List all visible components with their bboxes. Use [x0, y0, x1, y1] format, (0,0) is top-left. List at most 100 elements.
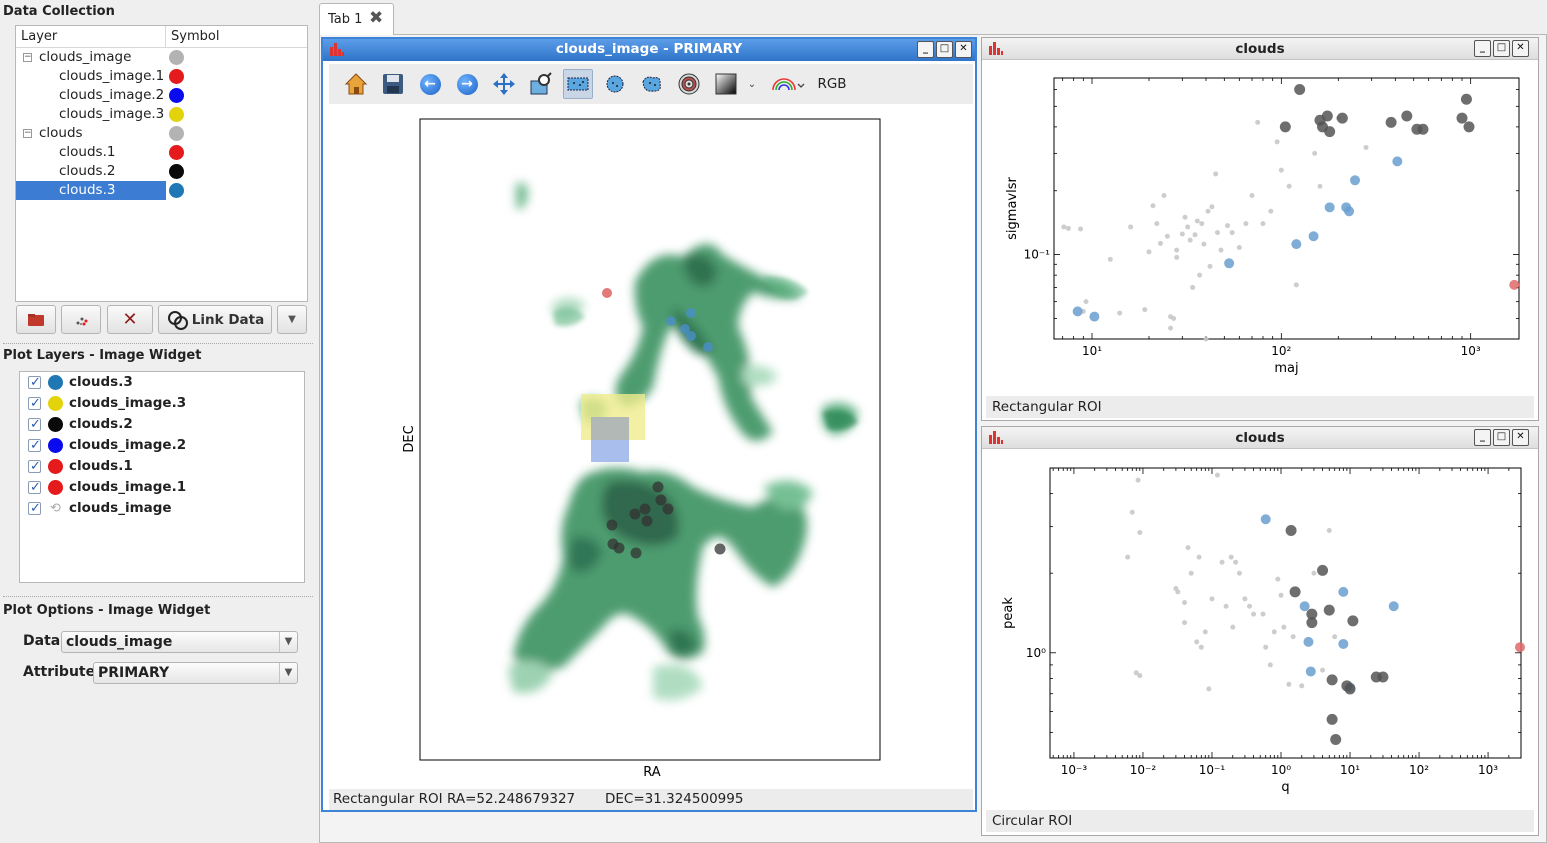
scatter-window-1[interactable]: clouds _ □ ✕ 10¹ 10² 10³ 10⁻¹ maj sigmavlsr R… — [981, 37, 1539, 421]
scatter1-point — [1201, 241, 1207, 247]
attribute-select-value: PRIMARY — [98, 665, 170, 681]
rectangle-roi-icon — [567, 77, 589, 91]
forward-button[interactable]: → — [452, 69, 482, 99]
layer-visibility-checkbox[interactable] — [28, 498, 41, 519]
colormap-dropdown[interactable]: ⌄ — [742, 69, 762, 99]
more-options-button[interactable]: ▼ — [277, 305, 307, 334]
rgb-mode-button[interactable] — [769, 69, 809, 99]
scatter-2-titlebar[interactable]: clouds _ □ ✕ — [982, 427, 1538, 449]
histogram-app-icon — [330, 43, 344, 56]
save-button[interactable] — [378, 69, 408, 99]
polygon-roi-button[interactable] — [637, 69, 667, 99]
close-button[interactable]: ✕ — [1512, 429, 1529, 446]
symbol-swatch[interactable] — [169, 164, 184, 179]
scatter1-point — [1065, 225, 1071, 231]
symbol-swatch[interactable] — [169, 88, 184, 103]
symbol-swatch[interactable] — [169, 50, 184, 65]
scatter2-point — [1267, 662, 1273, 668]
close-button[interactable]: ✕ — [955, 41, 972, 58]
contour-button[interactable] — [674, 69, 704, 99]
link-data-button[interactable]: Link Data — [158, 305, 272, 334]
home-button[interactable] — [341, 69, 371, 99]
symbol-swatch[interactable] — [169, 69, 184, 84]
data-collection-tree[interactable]: Layer Symbol − clouds_image clouds_image.1… — [15, 25, 308, 302]
data-collection-item[interactable]: clouds_image.2 — [16, 86, 307, 105]
scatter2-point — [1137, 673, 1143, 679]
scatter2-y-tick-label: 10⁰ — [1026, 646, 1046, 660]
data-collection-item-label: clouds.1 — [59, 144, 116, 160]
data-collection-item[interactable]: − clouds_image — [16, 48, 307, 67]
plot-layer-item[interactable]: clouds.3 — [20, 372, 304, 393]
data-collection-item[interactable]: clouds.3 — [16, 181, 307, 200]
layer-visibility-checkbox[interactable] — [28, 414, 41, 435]
attribute-select[interactable]: PRIMARY ▼ — [93, 662, 298, 684]
circle-roi-button[interactable] — [600, 69, 630, 99]
scatter-plot-2[interactable]: 10⁻³ 10⁻² 10⁻¹ 10⁰ 10¹ 10² 10³ 10⁰ q peak — [982, 450, 1538, 810]
scatter2-point — [1338, 638, 1349, 649]
scatter2-x-tick-label: 10¹ — [1340, 763, 1360, 777]
scatter1-point — [1061, 224, 1067, 230]
colormap-button[interactable] — [711, 69, 741, 99]
plot-layer-item[interactable]: ⟲ clouds_image — [20, 498, 304, 519]
maximize-button[interactable]: □ — [936, 41, 953, 58]
data-collection-item[interactable]: clouds.2 — [16, 162, 307, 181]
minimize-button[interactable]: _ — [1474, 40, 1491, 57]
symbol-swatch[interactable] — [169, 183, 184, 198]
rectangle-roi-button[interactable] — [563, 69, 593, 99]
close-button[interactable]: ✕ — [1512, 40, 1529, 57]
scatter-1-titlebar[interactable]: clouds _ □ ✕ — [982, 38, 1538, 60]
image-plot[interactable]: RA DEC — [323, 107, 975, 787]
plot-layer-item[interactable]: clouds.1 — [20, 456, 304, 477]
back-button[interactable]: ← — [415, 69, 445, 99]
close-tab-icon[interactable]: ✖ — [369, 8, 384, 28]
scatter1-point — [1324, 202, 1335, 213]
image-window[interactable]: clouds_image - PRIMARY _ □ ✕ ← → — [321, 37, 977, 812]
plot-layer-item[interactable]: clouds_image.3 — [20, 393, 304, 414]
scatter1-x-tick-label: 10¹ — [1082, 344, 1102, 358]
plot-layer-label: clouds_image.2 — [69, 437, 187, 453]
plot-layer-item[interactable]: clouds.2 — [20, 414, 304, 435]
scatter1-point — [1187, 237, 1193, 243]
overlay-points — [602, 288, 726, 559]
layer-visibility-checkbox[interactable] — [28, 435, 41, 456]
symbol-swatch[interactable] — [169, 126, 184, 141]
data-collection-item[interactable]: clouds_image.3 — [16, 105, 307, 124]
layer-visibility-checkbox[interactable] — [28, 477, 41, 498]
symbol-swatch[interactable] — [169, 145, 184, 160]
maximize-button[interactable]: □ — [1493, 40, 1510, 57]
scatter1-x-tick-label: 10² — [1271, 344, 1291, 358]
scatter2-x-tick-label: 10³ — [1478, 763, 1498, 777]
new-subset-button[interactable] — [61, 305, 101, 334]
data-select[interactable]: clouds_image ▼ — [61, 631, 298, 653]
symbol-swatch[interactable] — [169, 107, 184, 122]
scatter-plot-1[interactable]: 10¹ 10² 10³ 10⁻¹ maj sigmavlsr — [982, 61, 1538, 396]
plot-layer-label: clouds_image — [69, 500, 172, 516]
scatter1-point — [1192, 232, 1198, 238]
layer-visibility-checkbox[interactable] — [28, 393, 41, 414]
minimize-button[interactable]: _ — [917, 41, 934, 58]
data-collection-item[interactable]: − clouds — [16, 124, 307, 143]
pan-arrows-icon — [493, 73, 515, 95]
scatter-window-2[interactable]: clouds _ □ ✕ 10⁻³ 10⁻² 10⁻¹ 10⁰ 10¹ 10² 10³ 10⁰… — [981, 426, 1539, 836]
image-window-titlebar[interactable]: clouds_image - PRIMARY _ □ ✕ — [323, 39, 975, 61]
tab-1[interactable]: Tab 1 ✖ — [319, 3, 394, 35]
layer-visibility-checkbox[interactable] — [28, 372, 41, 393]
collapse-icon[interactable]: − — [23, 128, 32, 138]
zoom-button[interactable] — [526, 69, 556, 99]
separator — [3, 343, 313, 344]
plot-layers-list[interactable]: clouds.3 clouds_image.3 clouds.2 clouds_ima… — [19, 371, 305, 583]
plot-layer-item[interactable]: clouds_image.2 — [20, 435, 304, 456]
symbol-column-header[interactable]: Symbol — [171, 29, 220, 44]
minimize-button[interactable]: _ — [1474, 429, 1491, 446]
layer-visibility-checkbox[interactable] — [28, 456, 41, 477]
layer-column-header[interactable]: Layer — [16, 26, 166, 47]
collapse-icon[interactable]: − — [23, 52, 32, 62]
data-collection-item[interactable]: clouds.1 — [16, 143, 307, 162]
maximize-button[interactable]: □ — [1493, 429, 1510, 446]
delete-button[interactable]: ✕ — [107, 305, 153, 334]
data-collection-item[interactable]: clouds_image.1 — [16, 67, 307, 86]
plot-layer-item[interactable]: clouds_image.1 — [20, 477, 304, 498]
rgb-label[interactable]: RGB — [817, 76, 847, 92]
pan-button[interactable] — [489, 69, 519, 99]
open-data-button[interactable] — [16, 305, 56, 334]
